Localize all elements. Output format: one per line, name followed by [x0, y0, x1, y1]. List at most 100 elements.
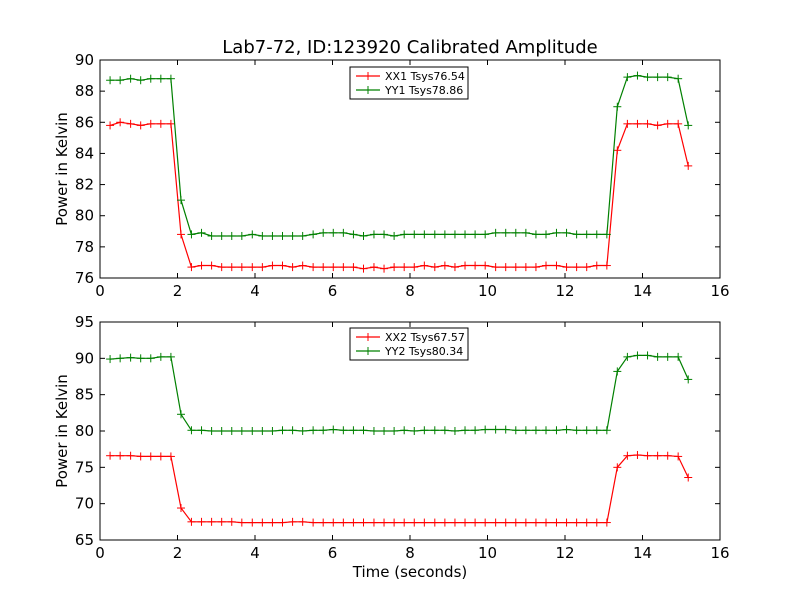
data-point — [562, 425, 571, 434]
data-point — [258, 518, 267, 527]
data-point — [511, 263, 520, 272]
data-point — [602, 518, 611, 527]
x-tick-label: 12 — [555, 544, 574, 562]
data-point — [410, 230, 419, 239]
data-point — [227, 231, 236, 240]
data-point — [511, 228, 520, 237]
data-point — [248, 230, 257, 239]
data-point — [542, 518, 551, 527]
data-point — [410, 518, 419, 527]
data-point — [684, 161, 693, 170]
x-tick-label: 8 — [405, 544, 415, 562]
data-point — [156, 352, 165, 361]
data-point — [298, 517, 307, 526]
data-point — [623, 119, 632, 128]
data-point — [166, 452, 175, 461]
data-point — [531, 263, 540, 272]
data-point — [481, 261, 490, 270]
legend-entry: YY2 Tsys80.34 — [356, 345, 463, 358]
data-point — [572, 230, 581, 239]
data-point — [258, 427, 267, 435]
data-point — [674, 119, 683, 128]
data-point — [207, 231, 216, 240]
data-point — [592, 518, 601, 527]
data-point — [653, 451, 662, 460]
data-point — [572, 426, 581, 435]
data-point — [369, 230, 378, 239]
data-point — [572, 518, 581, 527]
data-point — [106, 355, 115, 364]
data-point — [268, 518, 277, 527]
data-point — [501, 518, 510, 527]
data-point — [288, 263, 297, 272]
data-point — [400, 426, 409, 435]
data-point — [166, 119, 175, 128]
legend-entry: YY1 Tsys78.86 — [356, 84, 463, 97]
data-point — [450, 263, 459, 272]
series-line — [110, 454, 689, 524]
data-point — [521, 518, 530, 527]
data-point — [582, 426, 591, 435]
data-point — [237, 427, 246, 435]
data-point — [643, 451, 652, 460]
data-point — [227, 517, 236, 526]
data-point — [653, 121, 662, 130]
data-point — [197, 426, 206, 435]
data-point — [643, 73, 652, 82]
data-point — [197, 517, 206, 526]
data-point — [491, 425, 500, 434]
y-tick-label: 80 — [75, 422, 94, 440]
data-point — [146, 354, 155, 363]
x-tick-label: 14 — [633, 282, 652, 300]
data-point — [237, 231, 246, 240]
data-point — [369, 263, 378, 272]
data-point — [562, 228, 571, 237]
data-point — [491, 228, 500, 237]
data-point — [106, 451, 115, 460]
data-point — [339, 228, 348, 237]
data-point — [380, 264, 389, 273]
data-point — [633, 71, 642, 80]
data-point — [552, 426, 561, 435]
data-point — [166, 74, 175, 83]
data-point — [542, 426, 551, 435]
data-point — [248, 518, 257, 527]
data-point — [166, 352, 175, 361]
y-tick-label: 86 — [75, 113, 94, 131]
data-point — [116, 118, 125, 127]
data-point — [268, 231, 277, 240]
x-tick-label: 0 — [95, 544, 105, 562]
data-point — [207, 517, 216, 526]
data-point — [339, 518, 348, 527]
data-point — [531, 426, 540, 435]
data-point — [217, 427, 226, 435]
data-point — [288, 231, 297, 240]
data-point — [440, 426, 449, 435]
data-point — [187, 517, 196, 526]
y-tick-label: 80 — [75, 207, 94, 225]
data-point — [349, 518, 358, 527]
data-point — [176, 196, 185, 205]
data-point — [278, 426, 287, 435]
data-point — [349, 230, 358, 239]
data-point — [511, 518, 520, 527]
data-point — [329, 228, 338, 237]
data-point — [217, 231, 226, 240]
data-point — [288, 426, 297, 435]
data-point — [106, 121, 115, 130]
data-point — [349, 426, 358, 435]
data-point — [156, 452, 165, 461]
data-point — [126, 119, 135, 128]
data-point — [369, 427, 378, 435]
data-point — [187, 230, 196, 239]
data-point — [288, 517, 297, 526]
data-point — [298, 261, 307, 270]
data-point — [633, 450, 642, 459]
x-tick-label: 2 — [173, 282, 183, 300]
data-point — [390, 427, 399, 435]
data-point — [450, 427, 459, 435]
data-point — [481, 425, 490, 434]
data-point — [278, 518, 287, 527]
